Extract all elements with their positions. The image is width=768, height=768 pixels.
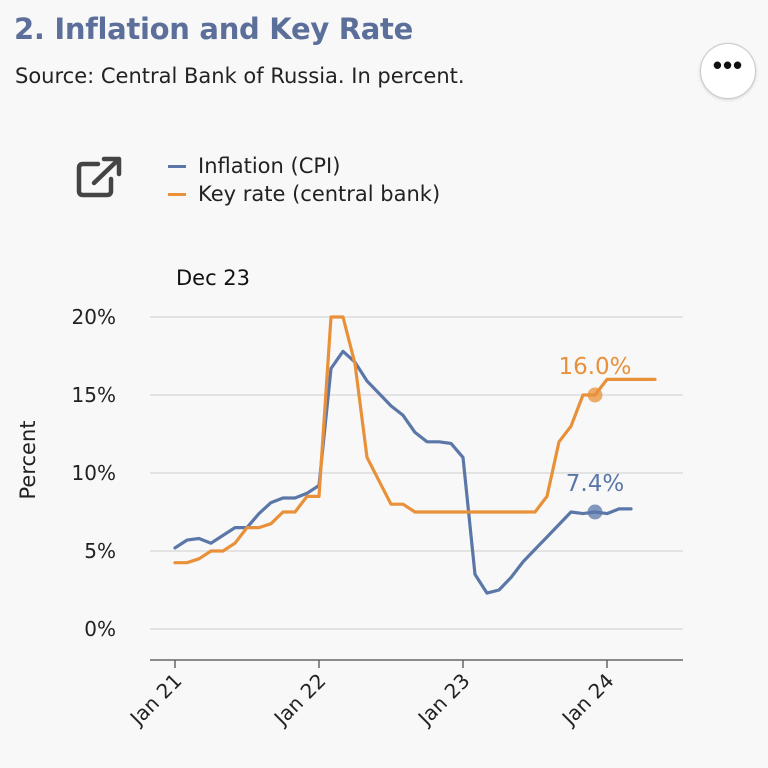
x-tick-label: Jan 22 <box>268 669 331 732</box>
chart-legend: Inflation (CPI) Key rate (central bank) <box>168 152 440 208</box>
series-lines <box>173 315 657 595</box>
legend-item-keyrate[interactable]: Key rate (central bank) <box>168 180 440 208</box>
legend-item-inflation[interactable]: Inflation (CPI) <box>168 152 440 180</box>
legend-swatch-keyrate <box>168 192 186 196</box>
y-tick-label: 0% <box>84 617 116 641</box>
legend-swatch-inflation <box>168 164 186 168</box>
chart-annotation: Dec 23 <box>176 266 250 290</box>
highlight-point-inflation <box>587 504 603 520</box>
x-tick-label: Jan 23 <box>412 669 475 732</box>
chart-subtitle: Source: Central Bank of Russia. In perce… <box>15 64 465 88</box>
legend-label-inflation: Inflation (CPI) <box>198 154 341 178</box>
chart-title: 2. Inflation and Key Rate <box>14 12 413 46</box>
more-horizontal-icon: ••• <box>712 50 744 80</box>
y-tick-label: 5% <box>84 539 116 563</box>
y-axis-label: Percent <box>16 420 40 499</box>
more-options-button[interactable]: ••• <box>700 43 756 99</box>
y-tick-label: 15% <box>72 383 116 407</box>
share-button[interactable] <box>74 155 124 201</box>
end-label-keyrate: 16.0% <box>558 354 631 380</box>
axis-ticks: 0% 5% 10% 15% 20% Jan 21 Jan 22 Jan 23 Jan 24 <box>72 305 619 731</box>
x-tick-label: Jan 21 <box>124 669 187 732</box>
end-label-inflation: 7.4% <box>566 471 624 497</box>
highlight-point-keyrate <box>587 387 603 403</box>
external-link-icon <box>76 156 122 198</box>
y-tick-label: 10% <box>72 461 116 485</box>
legend-label-keyrate: Key rate (central bank) <box>198 182 441 206</box>
series-line-inflation <box>173 349 633 595</box>
end-markers: 7.4% 16.0% <box>558 354 632 520</box>
series-line-keyrate <box>173 315 657 565</box>
y-tick-label: 20% <box>72 305 116 329</box>
x-tick-label: Jan 24 <box>556 669 619 732</box>
